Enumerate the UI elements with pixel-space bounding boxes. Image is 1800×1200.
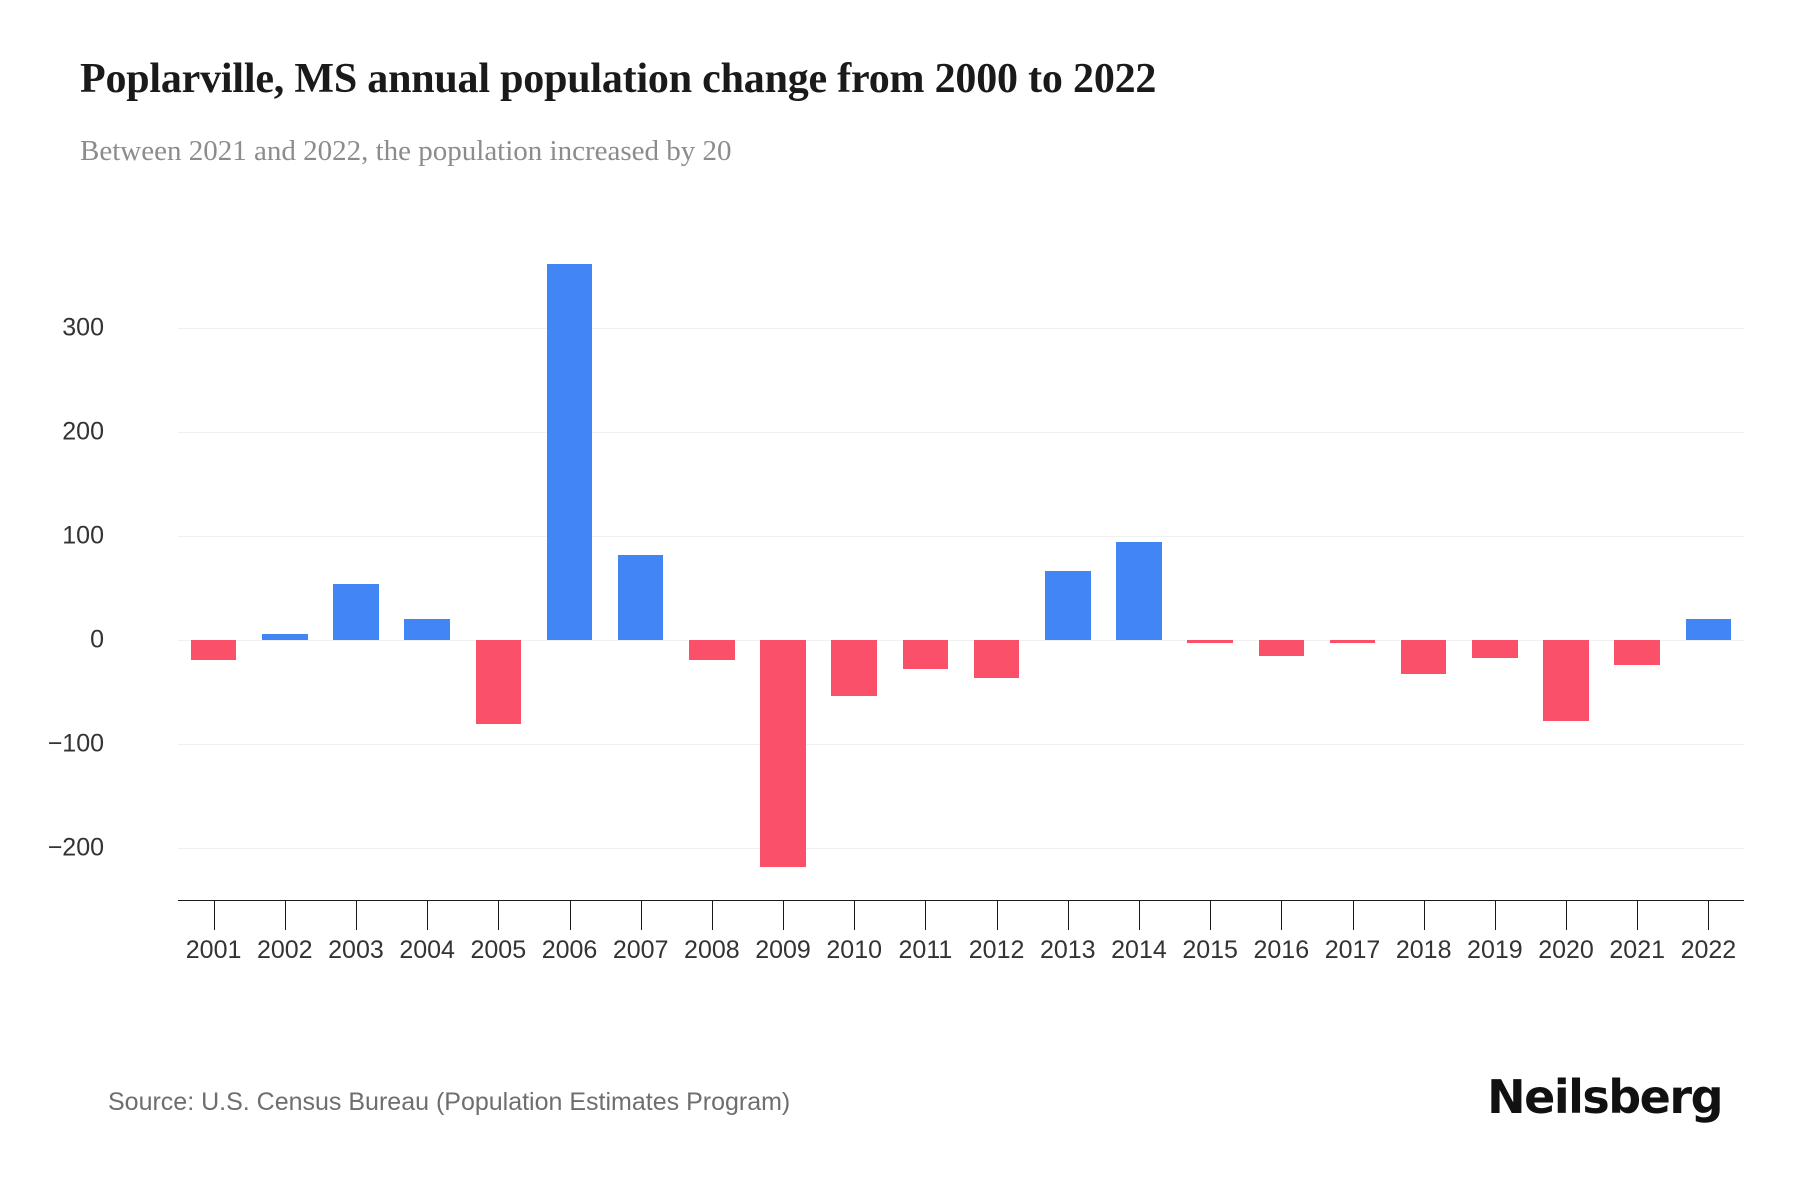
y-axis-tick-label: −200 [47,833,104,862]
x-axis-tick [1352,900,1354,930]
bar-2014[interactable] [1116,542,1162,641]
x-axis-tick-label-2008: 2008 [684,936,740,964]
x-axis-tick-label-2010: 2010 [826,936,883,964]
x-axis-tick-label-2005: 2005 [470,936,527,964]
x-axis-tick [1566,900,1568,930]
bar-2002[interactable] [261,633,308,641]
bar-2011[interactable] [902,640,949,670]
bar-2009[interactable] [760,640,806,867]
x-axis-tick [1210,900,1212,930]
bar-2020[interactable] [1543,640,1589,722]
bar-2010[interactable] [831,640,877,697]
bar-2005[interactable] [475,640,522,725]
x-axis-tick-label-2001: 2001 [185,936,242,964]
bar-2003[interactable] [333,583,379,641]
x-axis-tick [1138,900,1140,930]
x-axis-tick [996,900,998,930]
x-axis-tick-label-2019: 2019 [1467,936,1523,964]
x-axis-tick [640,900,642,930]
x-axis-tick [1494,900,1496,930]
x-axis-tick [569,900,571,930]
page-title: Poplarville, MS annual population change… [80,56,1157,102]
x-axis-tick-label-2007: 2007 [612,936,669,964]
page-subtitle: Between 2021 and 2022, the population in… [80,135,732,167]
y-axis-tick-label: 200 [62,417,104,446]
x-axis-tick [1637,900,1639,930]
x-axis-tick-label-2009: 2009 [755,936,811,964]
x-axis-tick-label-2015: 2015 [1182,936,1238,964]
x-axis-tick-label-2021: 2021 [1609,936,1666,964]
bar-2021[interactable] [1614,640,1660,666]
x-axis-line [178,900,1744,901]
x-axis-tick-label-2004: 2004 [399,936,455,964]
bar-2006[interactable] [546,263,593,641]
gridline [178,744,1744,746]
x-axis-tick [711,900,713,930]
gridline [178,328,1744,330]
bar-2016[interactable] [1258,640,1305,656]
x-axis-tick-label-2014: 2014 [1111,936,1167,964]
x-axis-tick [284,900,286,930]
bar-2017[interactable] [1329,640,1376,643]
x-axis-tick-label-2011: 2011 [898,936,953,964]
x-axis-tick-label-2012: 2012 [968,936,1025,964]
bar-2001[interactable] [190,640,237,660]
x-axis-tick [783,900,785,930]
x-axis-tick [1708,900,1710,930]
y-axis-tick-label: 0 [90,625,104,654]
y-axis-tick-label: −100 [47,729,104,758]
gridline [178,848,1744,850]
x-axis-tick-label-2020: 2020 [1538,936,1594,964]
x-axis-tick [854,900,856,930]
x-axis-tick-label-2018: 2018 [1395,936,1452,964]
y-axis-tick-label: 300 [62,313,104,342]
x-axis-tick [1067,900,1069,930]
x-axis-tick [498,900,500,930]
x-axis-tick-label-2002: 2002 [256,936,313,964]
bar-2018[interactable] [1400,640,1447,675]
x-axis-tick [1423,900,1425,930]
bar-2019[interactable] [1472,640,1518,658]
x-axis-tick [355,900,357,930]
x-axis-tick-label-2006: 2006 [541,936,598,964]
brand-logo: Neilsberg [1487,1070,1723,1124]
source-note: Source: U.S. Census Bureau (Population E… [108,1088,791,1116]
bar-2008[interactable] [689,640,735,660]
x-axis-tick [427,900,429,930]
x-axis-tick [925,900,927,930]
x-axis-tick-label-2016: 2016 [1253,936,1310,964]
bar-2012[interactable] [973,640,1020,678]
x-axis-tick [213,900,215,930]
gridline [178,536,1744,538]
x-axis-tick-label-2013: 2013 [1039,936,1096,964]
bar-2022[interactable] [1685,619,1732,641]
x-axis-tick-label-2003: 2003 [328,936,384,964]
zero-gridline [178,640,1744,642]
gridline [178,432,1744,434]
x-axis-tick [1281,900,1283,930]
bar-2015[interactable] [1187,640,1233,643]
x-axis-tick-label-2017: 2017 [1324,936,1381,964]
plot-area: 300 200 100 0 −100 −200 [48,245,1744,900]
x-axis-tick-label-2022: 2022 [1680,936,1737,964]
y-axis-tick-label: 100 [62,521,104,550]
bar-2007[interactable] [617,554,664,641]
bar-2004[interactable] [404,619,450,641]
bar-2013[interactable] [1044,571,1091,641]
